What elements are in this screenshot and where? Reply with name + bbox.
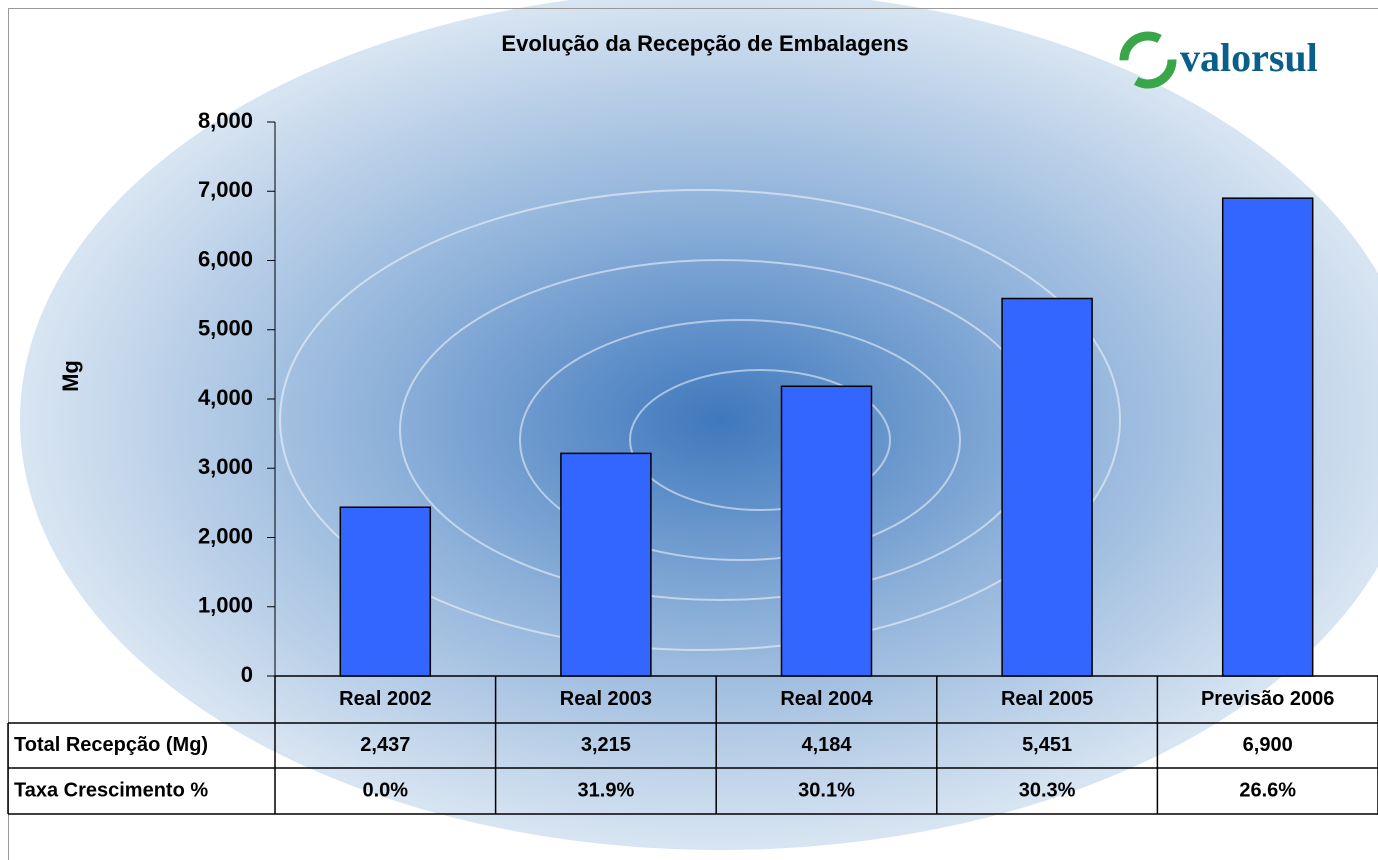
bar bbox=[340, 507, 430, 676]
y-tick-label: 7,000 bbox=[198, 177, 253, 202]
table-value: 30.3% bbox=[1019, 779, 1076, 801]
table-value: 6,900 bbox=[1243, 734, 1293, 756]
x-tick-label: Real 2004 bbox=[780, 688, 873, 710]
table-value: 31.9% bbox=[578, 779, 635, 801]
x-tick-label: Real 2002 bbox=[339, 688, 431, 710]
bar bbox=[561, 453, 651, 676]
table-value: 0.0% bbox=[363, 779, 409, 801]
table-value: 5,451 bbox=[1022, 734, 1072, 756]
y-tick-label: 0 bbox=[241, 662, 253, 687]
y-tick-label: 5,000 bbox=[198, 316, 253, 341]
table-value: 2,437 bbox=[360, 734, 410, 756]
table-value: 26.6% bbox=[1239, 779, 1296, 801]
bar bbox=[1002, 299, 1092, 676]
x-tick-label: Previsão 2006 bbox=[1201, 688, 1334, 710]
y-tick-label: 1,000 bbox=[198, 593, 253, 618]
table-value: 30.1% bbox=[798, 779, 855, 801]
x-tick-label: Real 2005 bbox=[1001, 688, 1093, 710]
y-tick-label: 2,000 bbox=[198, 523, 253, 548]
table-value: 4,184 bbox=[801, 734, 852, 756]
y-tick-label: 8,000 bbox=[198, 108, 253, 133]
table-row-label: Taxa Crescimento % bbox=[14, 779, 208, 801]
y-tick-label: 4,000 bbox=[198, 385, 253, 410]
table-row-label: Total Recepção (Mg) bbox=[14, 734, 208, 756]
chart-title: Evolução da Recepção de Embalagens bbox=[501, 31, 908, 56]
bar bbox=[1223, 198, 1313, 676]
chart: Evolução da Recepção de Embalagens valor… bbox=[0, 0, 1378, 860]
y-axis-label: Mg bbox=[58, 360, 83, 392]
x-tick-label: Real 2003 bbox=[560, 688, 652, 710]
table-value: 3,215 bbox=[581, 734, 631, 756]
bar bbox=[782, 386, 872, 676]
y-tick-label: 3,000 bbox=[198, 454, 253, 479]
y-tick-label: 6,000 bbox=[198, 246, 253, 271]
logo-text: valorsul bbox=[1180, 35, 1318, 80]
